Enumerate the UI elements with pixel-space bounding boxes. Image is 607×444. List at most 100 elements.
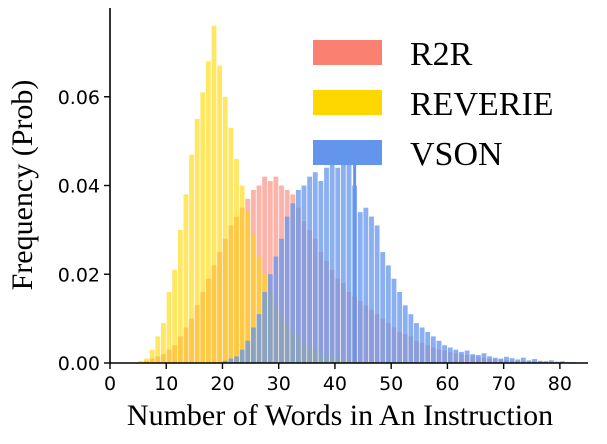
bar-reverie bbox=[250, 234, 256, 363]
bar-vson bbox=[312, 172, 318, 363]
bar-vson bbox=[414, 323, 419, 363]
bar-vson bbox=[419, 327, 425, 363]
bar-reverie bbox=[166, 292, 172, 363]
bar-vson bbox=[442, 345, 448, 363]
bars-layer bbox=[138, 25, 588, 364]
bar-vson bbox=[464, 350, 470, 363]
bar-r2r bbox=[267, 181, 273, 363]
bar-vson bbox=[239, 349, 245, 363]
y-tick-label: 0.04 bbox=[58, 176, 100, 198]
bar-vson bbox=[537, 360, 543, 363]
series-vson bbox=[222, 154, 588, 364]
bar-reverie bbox=[217, 65, 223, 363]
bar-vson bbox=[318, 181, 324, 363]
legend-label-reverie: REVERIE bbox=[410, 86, 554, 123]
y-ticks: 0.00 0.02 0.04 0.06 bbox=[58, 87, 110, 375]
bar-vson bbox=[492, 357, 498, 363]
bar-vson bbox=[329, 163, 335, 363]
bar-vson bbox=[245, 340, 251, 363]
bar-reverie bbox=[194, 118, 200, 363]
bar-reverie bbox=[200, 92, 206, 363]
bar-vson bbox=[273, 256, 279, 363]
bar-reverie bbox=[177, 229, 183, 364]
bar-vson bbox=[430, 336, 436, 364]
bar-reverie bbox=[161, 323, 166, 363]
bar-vson bbox=[284, 216, 290, 363]
bar-reverie bbox=[239, 185, 245, 363]
bar-vson bbox=[357, 212, 363, 363]
bar-vson bbox=[408, 314, 414, 363]
bar-vson bbox=[520, 357, 526, 363]
bar-vson bbox=[402, 305, 408, 363]
bar-vson bbox=[543, 361, 549, 363]
series-reverie bbox=[138, 25, 397, 364]
bar-vson bbox=[279, 238, 284, 363]
legend-label-r2r: R2R bbox=[410, 36, 473, 73]
bar-vson bbox=[459, 351, 464, 363]
bar-vson bbox=[560, 361, 566, 363]
bar-vson bbox=[509, 358, 515, 363]
bar-vson bbox=[340, 163, 346, 363]
x-tick-label: 40 bbox=[323, 373, 347, 395]
bar-vson bbox=[307, 176, 313, 364]
bar-vson bbox=[222, 360, 228, 363]
x-tick-label: 80 bbox=[548, 373, 572, 395]
bar-vson bbox=[324, 167, 329, 363]
bar-vson bbox=[532, 359, 537, 363]
bar-reverie bbox=[183, 194, 189, 364]
bar-vson bbox=[397, 292, 403, 363]
bar-reverie bbox=[149, 349, 155, 363]
bar-vson bbox=[374, 225, 380, 363]
x-tick-label: 70 bbox=[492, 373, 516, 395]
bar-reverie bbox=[245, 212, 251, 363]
bar-vson bbox=[301, 185, 307, 363]
x-tick-label: 10 bbox=[154, 373, 178, 395]
legend-label-vson: VSON bbox=[410, 136, 503, 173]
bar-vson bbox=[363, 207, 369, 363]
bar-reverie bbox=[155, 336, 161, 364]
bar-vson bbox=[504, 356, 509, 363]
bar-vson bbox=[515, 359, 521, 363]
bar-vson bbox=[475, 355, 481, 363]
bar-vson bbox=[498, 358, 504, 363]
bar-r2r bbox=[262, 176, 268, 364]
bar-vson bbox=[228, 358, 234, 363]
bar-reverie bbox=[144, 358, 149, 363]
bar-reverie bbox=[256, 256, 262, 363]
bar-vson bbox=[346, 154, 352, 363]
y-axis-title: Frequency (Prob) bbox=[6, 80, 39, 291]
bar-reverie bbox=[172, 269, 178, 363]
x-tick-label: 20 bbox=[210, 373, 234, 395]
bar-vson bbox=[369, 216, 374, 363]
legend: R2R REVERIE VSON bbox=[313, 36, 554, 173]
bar-vson bbox=[436, 340, 442, 363]
bar-vson bbox=[487, 356, 493, 363]
bar-vson bbox=[385, 265, 391, 364]
legend-swatch-reverie bbox=[313, 90, 382, 115]
bar-reverie bbox=[211, 25, 217, 363]
bar-reverie bbox=[222, 96, 228, 363]
x-ticks: 0 10 20 30 40 50 60 70 80 bbox=[104, 363, 572, 395]
bar-reverie bbox=[205, 61, 211, 363]
bar-vson bbox=[256, 314, 262, 363]
bar-reverie bbox=[234, 158, 239, 363]
bar-vson bbox=[425, 331, 431, 363]
y-tick-label: 0.00 bbox=[58, 353, 100, 375]
x-tick-label: 50 bbox=[379, 373, 403, 395]
bar-vson bbox=[549, 360, 554, 363]
bar-vson bbox=[262, 292, 268, 363]
bar-vson bbox=[335, 167, 341, 363]
x-tick-label: 60 bbox=[435, 373, 459, 395]
bar-vson bbox=[234, 356, 239, 363]
legend-swatch-r2r bbox=[313, 40, 382, 65]
x-tick-label: 30 bbox=[267, 373, 291, 395]
bar-vson bbox=[380, 252, 386, 363]
bar-vson bbox=[481, 353, 487, 363]
bar-reverie bbox=[228, 127, 234, 363]
bar-vson bbox=[470, 354, 476, 364]
bar-vson bbox=[447, 347, 453, 363]
legend-swatch-vson bbox=[313, 140, 382, 165]
bar-vson bbox=[290, 203, 296, 363]
bar-reverie bbox=[189, 154, 194, 363]
